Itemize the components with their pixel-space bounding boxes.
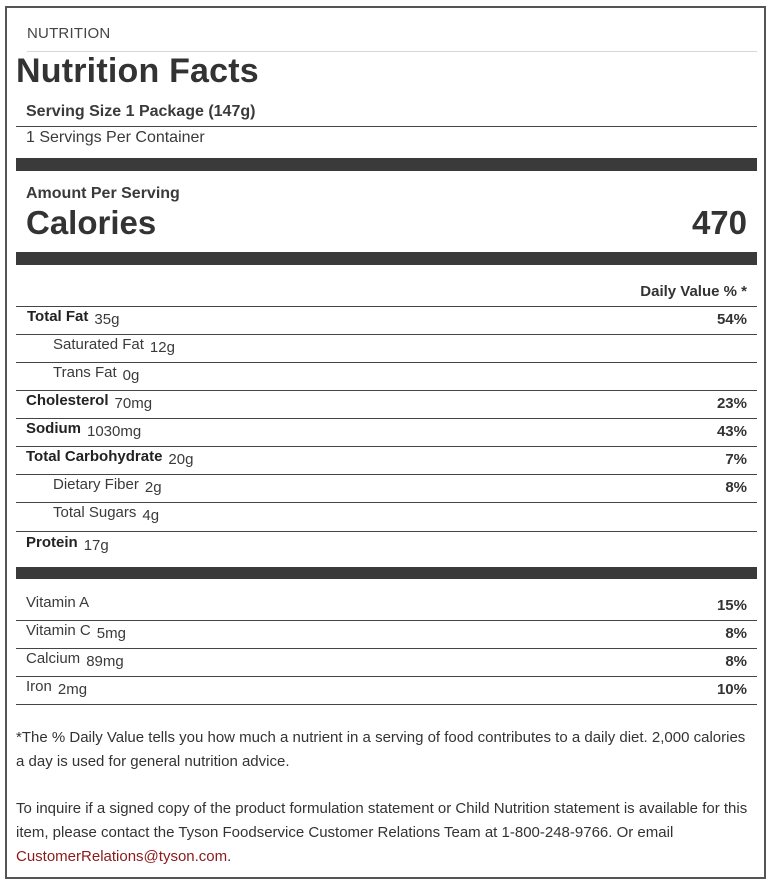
nutrient-name: Sodium 1030mg	[26, 420, 142, 440]
inquiry-text: To inquire if a signed copy of the produ…	[16, 800, 748, 841]
inquiry-end: .	[227, 848, 232, 865]
thick-divider	[16, 158, 757, 171]
nutrient-row-trans-fat: Trans Fat 0g	[16, 362, 757, 390]
divider	[16, 531, 757, 532]
divider	[16, 474, 757, 475]
nutrition-panel	[5, 6, 766, 879]
vitamin-dv: 8%	[725, 625, 747, 642]
nutrient-name: Cholesterol 70mg	[26, 392, 153, 412]
nutrient-amount: 20g	[168, 451, 194, 468]
nutrient-amount: 0g	[122, 367, 140, 384]
serving-size: Serving Size 1 Package (147g)	[26, 103, 256, 120]
servings-per-container: 1 Servings Per Container	[26, 129, 205, 146]
vitamin-name: Vitamin C 5mg	[26, 622, 126, 642]
vitamin-name: Calcium 89mg	[26, 650, 124, 670]
daily-value-footnote: *The % Daily Value tells you how much a …	[16, 729, 746, 770]
vitamin-amount: 89mg	[86, 653, 124, 670]
nutrient-amount: 2g	[144, 479, 162, 496]
divider	[16, 676, 757, 677]
nutrient-amount: 35g	[94, 311, 120, 328]
divider	[16, 620, 757, 621]
vitamin-name: Vitamin A	[26, 594, 90, 611]
divider	[16, 362, 757, 363]
nutrient-name: Total Fat 35g	[27, 308, 120, 328]
thick-divider	[16, 567, 757, 579]
nutrient-dv: 43%	[716, 423, 747, 440]
calories-label: Calories	[26, 204, 157, 241]
divider	[16, 418, 757, 419]
nutrient-row-total-carbohydrate: Total Carbohydrate 20g 7%	[16, 446, 757, 474]
divider	[16, 648, 757, 649]
divider	[16, 334, 757, 335]
nutrient-row-cholesterol: Cholesterol 70mg 23%	[16, 390, 757, 418]
nutrient-name: Protein 17g	[26, 534, 109, 554]
nutrient-name: Total Carbohydrate 20g	[26, 448, 194, 468]
nutrient-row-protein: Protein 17g	[16, 532, 757, 560]
nutrient-dv: 54%	[716, 311, 747, 328]
vitamin-row-iron: Iron 2mg 10%	[16, 676, 757, 704]
nutrient-name: Trans Fat 0g	[53, 364, 140, 384]
vitamin-row-calcium: Calcium 89mg 8%	[16, 648, 757, 676]
vitamin-name: Iron 2mg	[26, 678, 88, 698]
daily-value-header: Daily Value % *	[640, 283, 747, 300]
nutrient-amount: 1030mg	[87, 423, 142, 440]
amount-per-serving: Amount Per Serving	[26, 185, 180, 202]
section-label: NUTRITION	[27, 25, 111, 42]
vitamin-dv: 10%	[716, 681, 747, 698]
divider	[16, 306, 757, 307]
nutrient-name: Total Sugars 4g	[53, 504, 160, 524]
page-title: Nutrition Facts	[16, 52, 259, 90]
nutrient-row-total-fat: Total Fat 35g 54%	[16, 306, 757, 334]
nutrient-amount: 12g	[149, 339, 175, 356]
vitamin-dv: 8%	[725, 653, 747, 670]
nutrient-name: Dietary Fiber 2g	[53, 476, 162, 496]
nutrient-name: Saturated Fat 12g	[53, 336, 175, 356]
inquiry-note: To inquire if a signed copy of the produ…	[16, 797, 757, 869]
divider	[27, 51, 757, 52]
divider	[16, 502, 757, 503]
vitamin-row-vitamin-c: Vitamin C 5mg 8%	[16, 620, 757, 648]
divider	[16, 704, 757, 705]
nutrient-row-dietary-fiber: Dietary Fiber 2g 8%	[16, 474, 757, 502]
nutrient-dv: 8%	[725, 479, 747, 496]
vitamin-amount: 5mg	[96, 625, 126, 642]
nutrient-row-total-sugars: Total Sugars 4g	[16, 502, 757, 530]
nutrient-amount: 70mg	[114, 395, 153, 412]
vitamin-amount: 2mg	[57, 681, 88, 698]
vitamin-dv: 15%	[716, 597, 747, 614]
nutrient-amount: 4g	[142, 507, 160, 524]
thick-divider	[16, 252, 757, 265]
customer-relations-email-link[interactable]: CustomerRelations@tyson.com	[16, 848, 228, 865]
vitamin-row-vitamin-a: Vitamin A 15%	[16, 592, 757, 620]
divider	[16, 446, 757, 447]
nutrient-dv: 7%	[725, 451, 747, 468]
nutrient-amount: 17g	[83, 537, 109, 554]
calories-value: 470	[691, 204, 747, 241]
nutrient-row-sodium: Sodium 1030mg 43%	[16, 418, 757, 446]
nutrient-row-saturated-fat: Saturated Fat 12g	[16, 334, 757, 362]
nutrient-dv: 23%	[716, 395, 747, 412]
divider	[16, 390, 757, 391]
divider	[16, 126, 757, 127]
